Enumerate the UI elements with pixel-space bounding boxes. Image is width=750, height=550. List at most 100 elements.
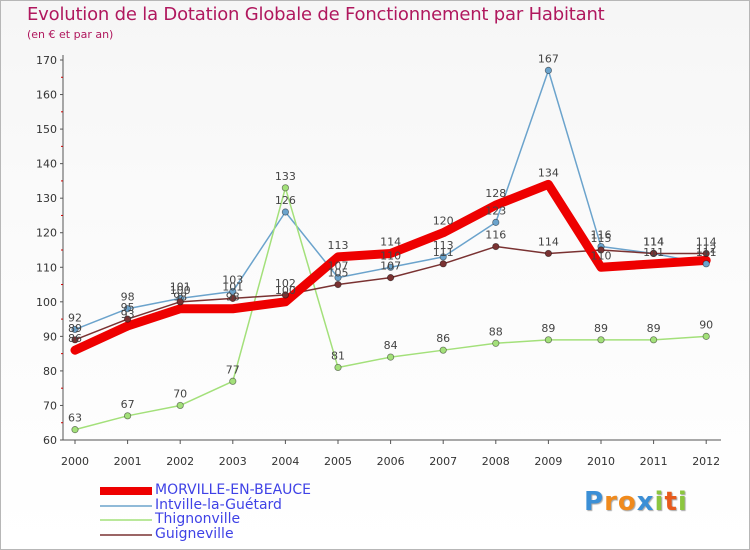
data-point: [597, 246, 605, 254]
data-point: [176, 401, 184, 410]
data-label: 110: [380, 249, 401, 262]
data-label: 81: [331, 349, 345, 362]
proxiti-logo: Proxiti: [584, 487, 688, 517]
data-point: [702, 332, 710, 340]
data-label: 86: [68, 332, 82, 345]
legend-label: Thignonville: [155, 511, 241, 527]
x-tick-label: 2005: [324, 455, 352, 468]
data-point: [492, 218, 500, 226]
data-point: [649, 336, 658, 344]
data-labels: 9298101103126107110113123167116114111636…: [68, 52, 717, 424]
y-tick-label: 80: [43, 365, 57, 378]
data-point: [124, 315, 132, 323]
logo-letter: i: [654, 487, 665, 517]
x-tick-label: 2011: [640, 455, 668, 468]
x-tick-label: 2000: [61, 455, 89, 468]
data-label: 123: [485, 204, 506, 217]
data-label: 89: [647, 322, 661, 335]
legend-swatch-guigneville: [100, 533, 152, 536]
x-tick-label: 2008: [482, 455, 510, 468]
data-point: [649, 249, 658, 258]
chart-subtitle: (en € et par an): [27, 28, 114, 41]
logo-letter: x: [636, 487, 655, 517]
data-point: [281, 208, 289, 216]
data-point: [281, 184, 289, 192]
data-label: 110: [591, 249, 612, 262]
data-point: [71, 336, 79, 344]
data-point: [544, 249, 553, 258]
data-label: 113: [433, 239, 454, 252]
data-point: [281, 291, 289, 299]
legend-swatch-thignonville: [100, 519, 152, 521]
data-label: 111: [433, 246, 454, 259]
logo-letter: t: [664, 487, 678, 517]
data-point: [229, 287, 237, 296]
data-point: [334, 363, 342, 372]
data-point: [334, 274, 342, 282]
data-label: 89: [68, 322, 82, 335]
data-label: 107: [328, 260, 349, 273]
data-label: 114: [696, 235, 717, 248]
data-label: 133: [275, 170, 296, 183]
data-label: 111: [696, 246, 717, 259]
data-point: [334, 280, 342, 289]
data-point: [71, 426, 79, 434]
data-point: [702, 260, 710, 268]
data-label: 92: [68, 311, 82, 324]
data-label: 100: [275, 284, 296, 297]
x-tick-label: 2007: [429, 455, 457, 468]
y-tick-label: 90: [43, 330, 57, 343]
data-label: 116: [485, 229, 506, 242]
data-point: [544, 336, 553, 344]
data-point: [492, 242, 500, 251]
chart-title: Evolution de la Dotation Globale de Fonc…: [27, 4, 605, 25]
data-point: [492, 339, 500, 347]
data-label: 67: [121, 398, 135, 411]
data-label: 100: [170, 284, 191, 297]
x-tick-label: 2009: [534, 455, 562, 468]
legend-label: MORVILLE-EN-BEAUCE: [155, 482, 312, 498]
data-label: 84: [384, 339, 398, 352]
data-label: 112: [696, 242, 717, 255]
data-point: [386, 274, 395, 282]
data-label: 88: [489, 325, 503, 338]
x-tick-label: 2010: [587, 455, 615, 468]
data-label: 111: [643, 246, 664, 259]
data-label: 93: [121, 308, 135, 321]
data-label: 77: [226, 363, 240, 376]
series-line-0: [70, 179, 711, 355]
legend-swatch-intville: [100, 504, 152, 507]
y-tick-label: 100: [36, 296, 57, 309]
data-point: [71, 325, 79, 334]
data-label: 101: [170, 280, 191, 293]
data-label: 120: [433, 215, 454, 228]
data-label: 98: [173, 291, 187, 304]
logo-letter: r: [604, 487, 618, 517]
x-tick-label: 2006: [377, 455, 405, 468]
y-tick-label: 120: [36, 227, 57, 240]
data-label: 114: [643, 235, 664, 248]
data-label: 98: [226, 291, 240, 304]
data-point: [439, 346, 447, 354]
y-tick-label: 170: [36, 54, 57, 67]
data-point: [439, 260, 447, 268]
data-point: [176, 298, 184, 306]
logo-letter: i: [677, 487, 688, 517]
data-label: 102: [275, 277, 296, 290]
data-label: 90: [699, 318, 713, 331]
data-label: 113: [328, 239, 349, 252]
series-points: [71, 66, 710, 434]
data-label: 114: [538, 235, 559, 248]
data-point: [229, 294, 237, 302]
data-point: [229, 377, 237, 385]
data-label: 86: [436, 332, 450, 345]
data-point: [386, 353, 395, 361]
data-label: 70: [173, 387, 187, 400]
data-point: [386, 263, 395, 271]
data-point: [597, 336, 605, 344]
y-tick-label: 130: [36, 192, 57, 205]
y-tick-label: 70: [43, 399, 57, 412]
axes: 60 70 80 90 100 110 120 130 140 150 160 170 2000 2001…: [36, 54, 721, 468]
data-point: [124, 412, 132, 420]
